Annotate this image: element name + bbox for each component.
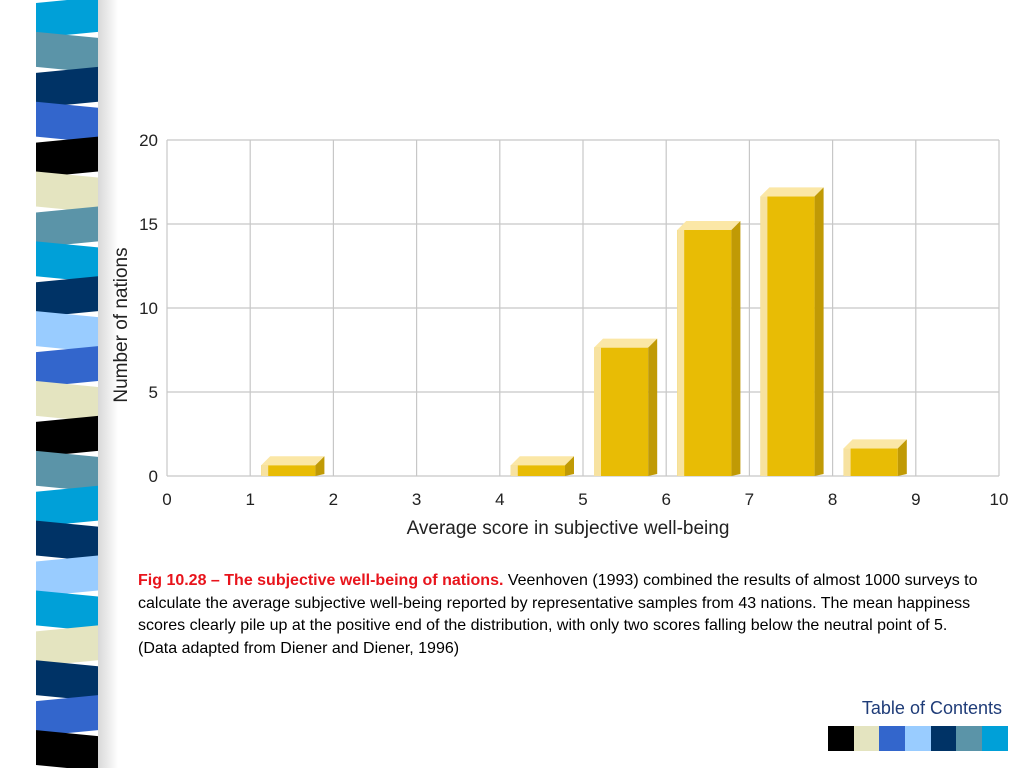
stripe-segment [36, 415, 98, 457]
x-tick-label: 0 [162, 490, 171, 509]
stripe-segment [36, 0, 98, 38]
stripe-segment [36, 695, 98, 737]
bar [594, 338, 658, 476]
bar [843, 439, 907, 476]
stripe-segment [36, 276, 98, 318]
stripe-segment [36, 101, 98, 143]
bars [261, 187, 907, 476]
y-tick-label: 0 [149, 467, 158, 486]
stripe-segment [36, 206, 98, 248]
x-tick-label: 2 [329, 490, 338, 509]
x-tick-label: 5 [578, 490, 587, 509]
decorative-side-stripe [36, 0, 98, 768]
x-tick-label: 9 [911, 490, 920, 509]
color-swatch [879, 726, 906, 751]
x-tick-label: 4 [495, 490, 504, 509]
tick-labels: 0 1 2 3 4 5 6 7 8 9 10 0 5 10 15 20 [139, 131, 1008, 509]
caption-body: Veenhoven (1993) combined the results of… [138, 572, 978, 657]
stripe-segment [36, 730, 98, 768]
y-axis-label: Number of nations [111, 247, 132, 402]
color-swatch [853, 726, 880, 751]
color-swatch [828, 726, 854, 751]
stripe-segment [36, 31, 98, 73]
bar [261, 456, 325, 476]
color-swatch-bar [828, 726, 1008, 751]
bar [677, 221, 741, 476]
y-tick-label: 5 [149, 383, 158, 402]
stripe-segment [36, 381, 98, 422]
stripe-segment [36, 241, 98, 283]
caption-title: Fig 10.28 – The subjective well-being of… [138, 572, 504, 589]
x-tick-label: 10 [990, 490, 1009, 509]
table-of-contents-link[interactable]: Table of Contents [861, 698, 1002, 718]
x-axis-label: Average score in subjective well-being [407, 518, 730, 539]
stripe-segment [36, 625, 98, 667]
stripe-segment [36, 450, 98, 492]
side-stripe-shadow [98, 0, 118, 768]
stripe-segment [36, 555, 98, 597]
stripe-segment [36, 136, 98, 178]
stripe-segment [36, 485, 98, 527]
stripe-segment [36, 171, 98, 213]
stripe-segment [36, 66, 98, 108]
x-tick-label: 3 [412, 490, 421, 509]
stripe-segment [36, 660, 98, 702]
grid-lines [166, 139, 1000, 477]
y-tick-label: 20 [139, 131, 158, 150]
x-tick-label: 6 [661, 490, 670, 509]
x-tick-label: 8 [828, 490, 837, 509]
y-tick-label: 10 [139, 299, 158, 318]
color-swatch [930, 726, 957, 751]
bar [510, 456, 574, 476]
histogram-chart: 0 1 2 3 4 5 6 7 8 9 10 0 5 10 15 20 Average score in su… [111, 131, 1008, 539]
stripe-segment [36, 346, 98, 387]
color-swatch [956, 726, 983, 751]
x-tick-label: 1 [245, 490, 254, 509]
color-swatch [905, 726, 931, 751]
x-tick-label: 7 [745, 490, 754, 509]
stripe-segment [36, 590, 98, 632]
y-tick-label: 15 [139, 215, 158, 234]
color-swatch [982, 726, 1008, 751]
bar [760, 187, 824, 476]
stripe-segment [36, 520, 98, 562]
stripe-segment [36, 311, 98, 353]
figure-caption: Fig 10.28 – The subjective well-being of… [138, 570, 983, 660]
